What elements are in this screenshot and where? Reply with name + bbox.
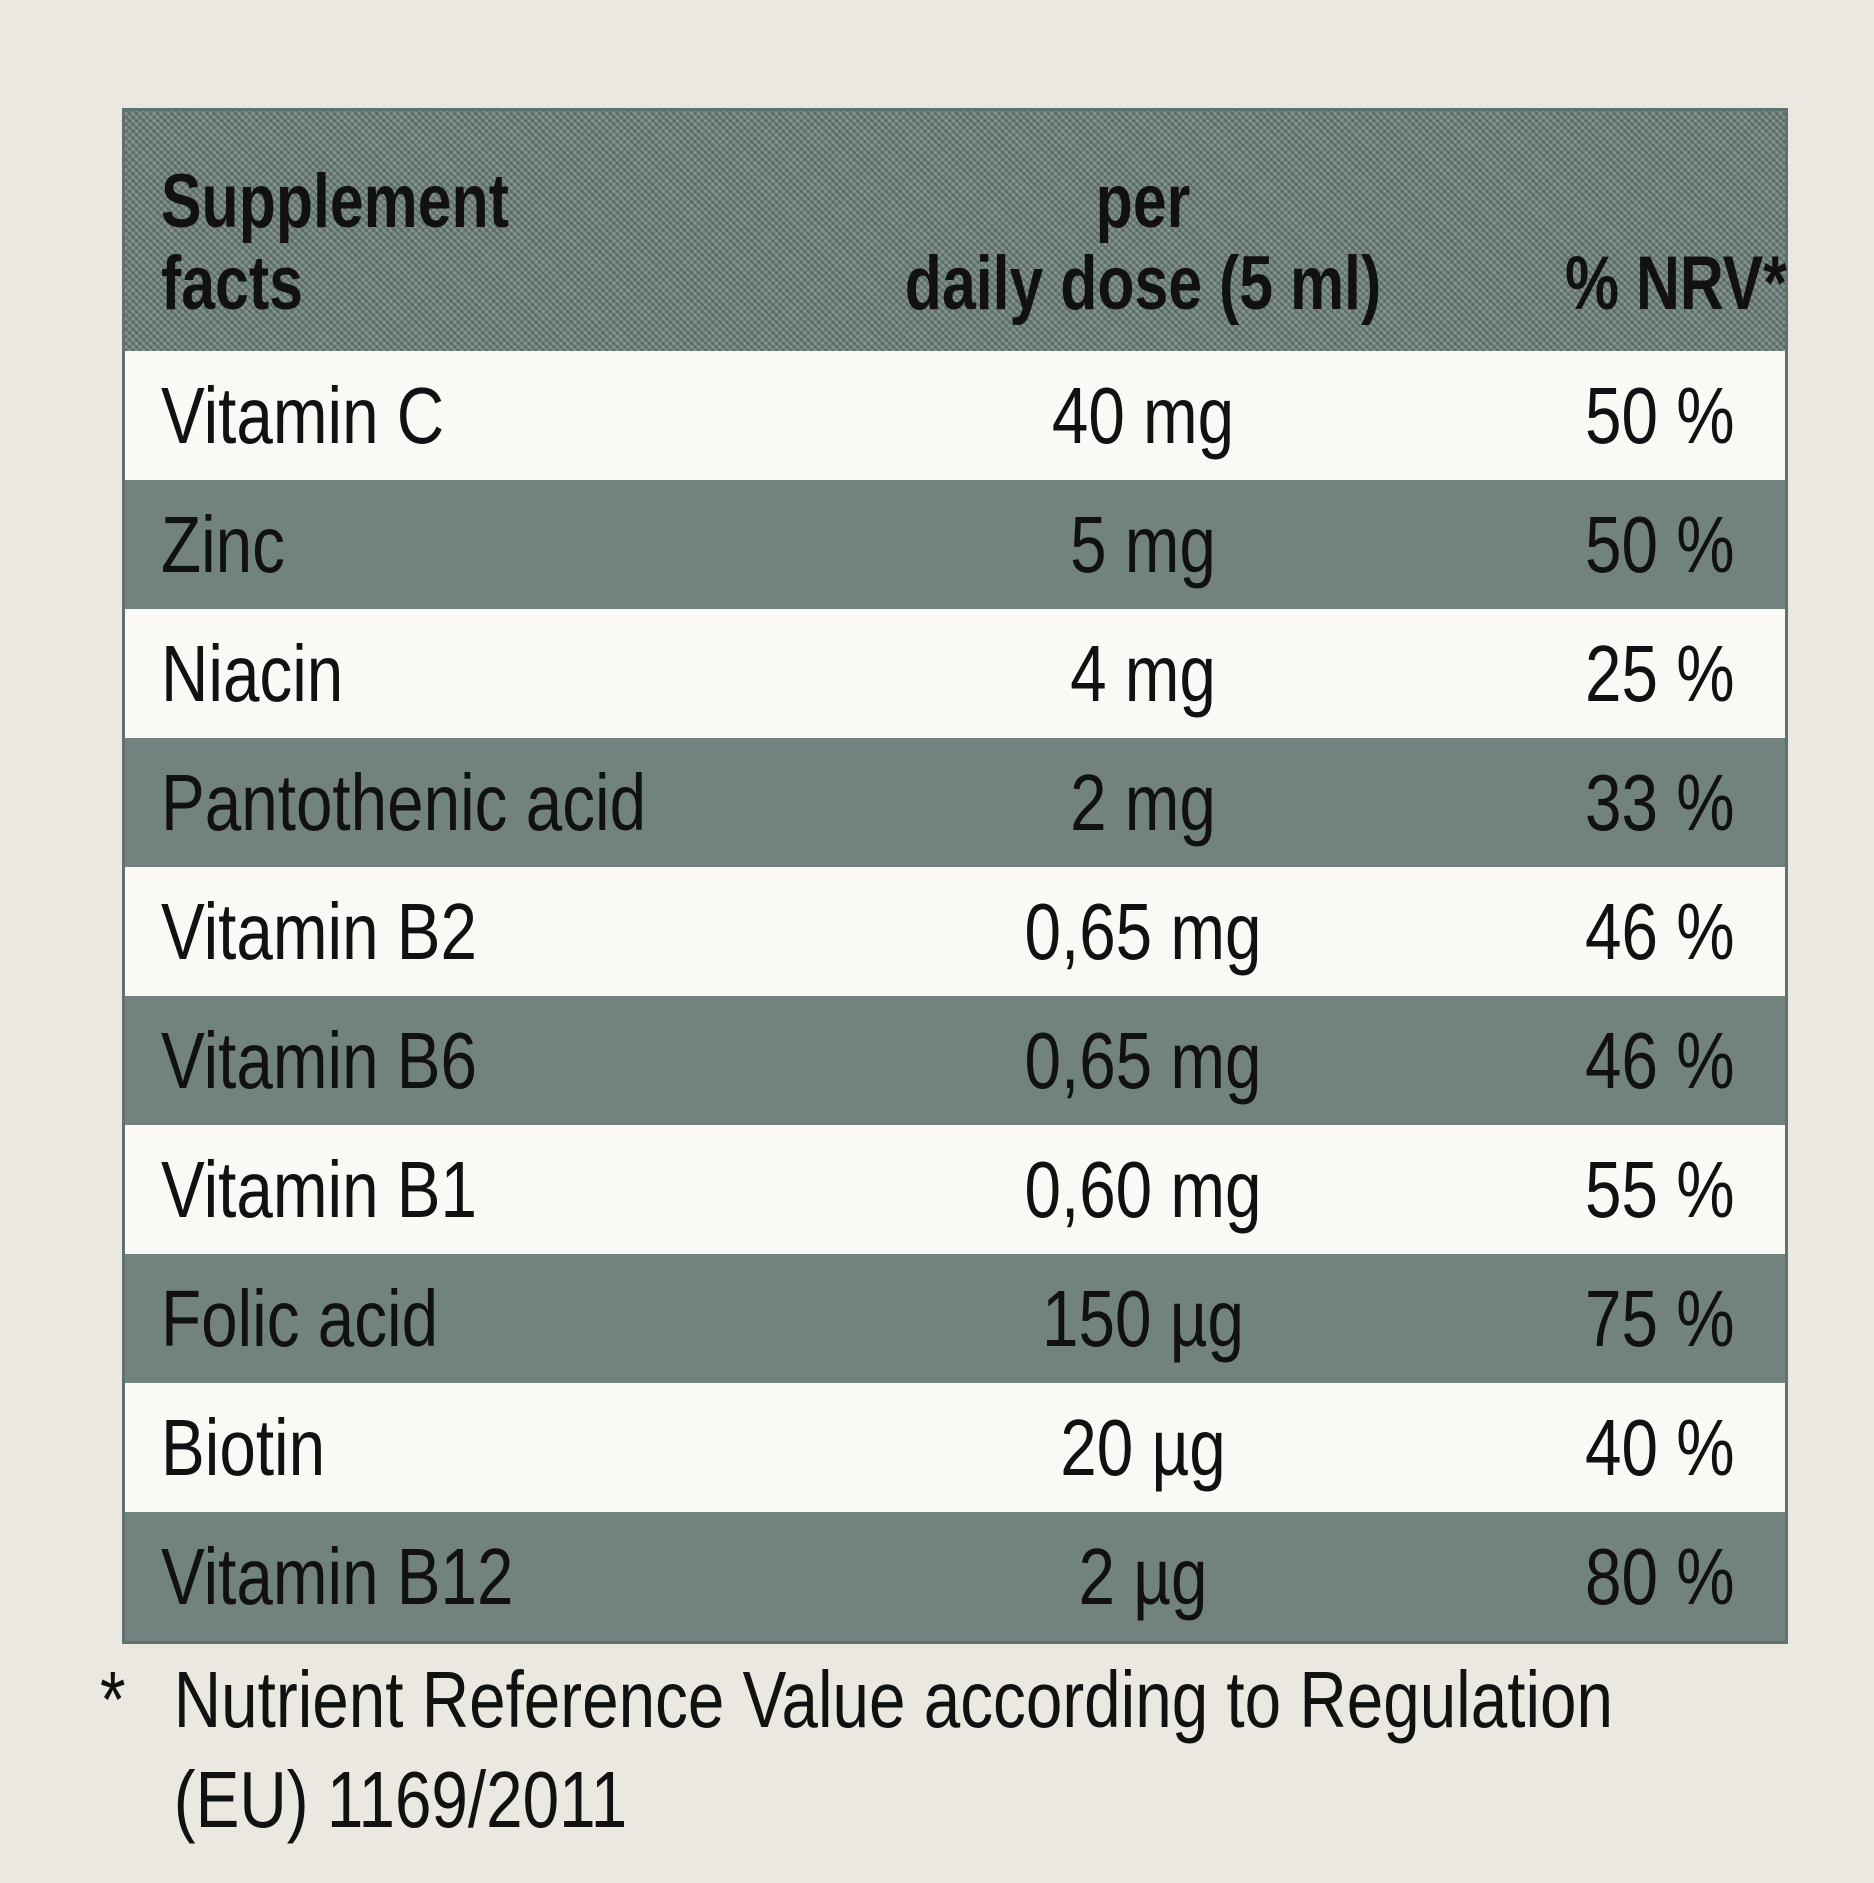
nrv-percent: 46 % <box>1585 886 1735 976</box>
header-line: Supplement <box>161 159 509 244</box>
nrv-percent: 46 % <box>1585 1015 1735 1105</box>
nutrient-name: Zinc <box>161 499 285 589</box>
nrv-percent: 75 % <box>1585 1273 1735 1363</box>
nrv-percent: 40 % <box>1585 1402 1735 1492</box>
table-row: Vitamin B6 0,65 mg 46 % <box>125 996 1785 1125</box>
header-per-daily-dose: per daily dose (5 ml) <box>905 161 1381 325</box>
nutrient-name: Biotin <box>161 1402 326 1492</box>
table-row: Vitamin C 40 mg 50 % <box>125 351 1785 480</box>
footnote-line-1: Nutrient Reference Value according to Re… <box>173 1655 1614 1744</box>
header-supplement-facts: Supplement facts <box>161 161 509 325</box>
nutrient-name: Folic acid <box>161 1273 439 1363</box>
table-header: Supplement facts per daily dose (5 ml) %… <box>125 111 1787 351</box>
amount-per-dose: 150 µg <box>1042 1273 1244 1363</box>
table-row: Folic acid 150 µg 75 % <box>125 1254 1785 1383</box>
footnote-line-2: (EU) 1169/2011 <box>173 1755 628 1844</box>
nutrient-name: Vitamin B6 <box>161 1015 478 1105</box>
table-row: Pantothenic acid 2 mg 33 % <box>125 738 1785 867</box>
header-line: daily dose (5 ml) <box>904 241 1382 326</box>
footnote: * Nutrient Reference Value according to … <box>100 1650 1740 1850</box>
table-row: Niacin 4 mg 25 % <box>125 609 1785 738</box>
nutrient-name: Vitamin C <box>161 370 445 460</box>
nrv-percent: 50 % <box>1585 499 1735 589</box>
supplement-facts-table: Supplement facts per daily dose (5 ml) %… <box>122 108 1788 1644</box>
nutrient-name: Pantothenic acid <box>161 757 647 847</box>
nutrient-name: Vitamin B12 <box>161 1531 514 1621</box>
table-row: Biotin 20 µg 40 % <box>125 1383 1785 1512</box>
table-row: Vitamin B2 0,65 mg 46 % <box>125 867 1785 996</box>
amount-per-dose: 20 µg <box>1060 1402 1226 1492</box>
nrv-percent: 25 % <box>1585 628 1735 718</box>
nutrient-name: Niacin <box>161 628 344 718</box>
nutrient-name: Vitamin B2 <box>161 886 478 976</box>
amount-per-dose: 4 mg <box>1070 628 1216 718</box>
amount-per-dose: 40 mg <box>1051 370 1235 460</box>
nrv-percent: 80 % <box>1585 1531 1735 1621</box>
amount-per-dose: 0,65 mg <box>1024 1015 1262 1105</box>
table-row: Vitamin B1 0,60 mg 55 % <box>125 1125 1785 1254</box>
amount-per-dose: 5 mg <box>1070 499 1216 589</box>
header-nrv: % NRV* <box>1565 241 1787 326</box>
table-row: Zinc 5 mg 50 % <box>125 480 1785 609</box>
table-row: Vitamin B12 2 µg 80 % <box>125 1512 1785 1641</box>
amount-per-dose: 2 mg <box>1070 757 1216 847</box>
header-line: per <box>1095 159 1191 244</box>
table-body: Vitamin C 40 mg 50 % Zinc 5 mg 50 % Niacin 4 mg… <box>125 351 1785 1641</box>
amount-per-dose: 0,60 mg <box>1024 1144 1262 1234</box>
header-line: facts <box>161 241 303 326</box>
amount-per-dose: 0,65 mg <box>1024 886 1262 976</box>
nrv-percent: 33 % <box>1585 757 1735 847</box>
nrv-percent: 55 % <box>1585 1144 1735 1234</box>
amount-per-dose: 2 µg <box>1078 1531 1208 1621</box>
footnote-marker: * <box>100 1655 126 1744</box>
nutrient-name: Vitamin B1 <box>161 1144 478 1234</box>
nrv-percent: 50 % <box>1585 370 1735 460</box>
